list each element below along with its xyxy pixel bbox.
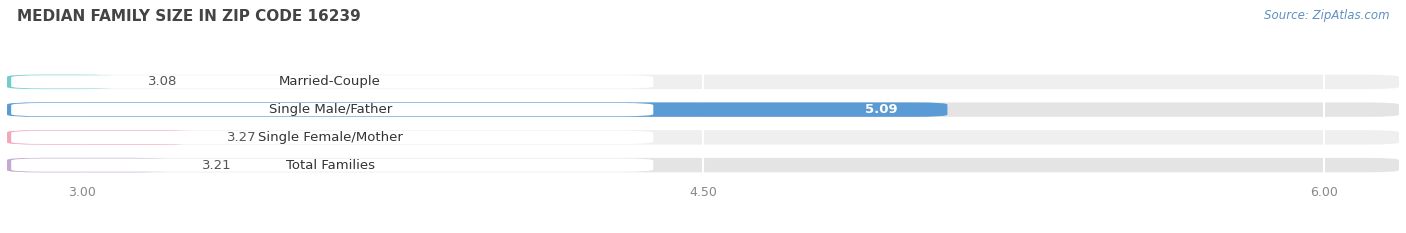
Text: 3.21: 3.21 [201, 159, 232, 171]
Text: Total Families: Total Families [285, 159, 374, 171]
FancyBboxPatch shape [7, 158, 169, 172]
FancyBboxPatch shape [11, 75, 654, 89]
FancyBboxPatch shape [7, 130, 194, 144]
Text: Source: ZipAtlas.com: Source: ZipAtlas.com [1264, 9, 1389, 22]
Text: 3.27: 3.27 [226, 131, 256, 144]
FancyBboxPatch shape [7, 103, 948, 117]
FancyBboxPatch shape [7, 75, 115, 89]
Text: Married-Couple: Married-Couple [280, 75, 381, 88]
FancyBboxPatch shape [7, 75, 1399, 89]
FancyBboxPatch shape [11, 103, 654, 116]
FancyBboxPatch shape [11, 131, 654, 144]
FancyBboxPatch shape [7, 103, 1399, 117]
Text: 5.09: 5.09 [865, 103, 897, 116]
Text: Single Female/Mother: Single Female/Mother [257, 131, 402, 144]
FancyBboxPatch shape [11, 158, 654, 172]
FancyBboxPatch shape [7, 130, 1399, 144]
Text: MEDIAN FAMILY SIZE IN ZIP CODE 16239: MEDIAN FAMILY SIZE IN ZIP CODE 16239 [17, 9, 360, 24]
Text: Single Male/Father: Single Male/Father [269, 103, 392, 116]
Text: 3.08: 3.08 [148, 75, 177, 88]
FancyBboxPatch shape [7, 158, 1399, 172]
